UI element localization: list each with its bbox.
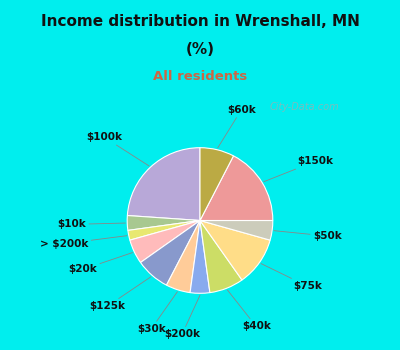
Wedge shape (127, 216, 200, 230)
Text: (%): (%) (186, 42, 214, 57)
Text: All residents: All residents (153, 70, 247, 83)
Text: $30k: $30k (137, 292, 178, 334)
Wedge shape (200, 220, 242, 293)
Text: $50k: $50k (274, 231, 342, 241)
Wedge shape (140, 220, 200, 285)
Wedge shape (127, 148, 200, 220)
Text: $40k: $40k (227, 290, 271, 331)
Text: $125k: $125k (89, 277, 151, 311)
Text: $60k: $60k (218, 105, 256, 148)
Wedge shape (130, 220, 200, 262)
Text: $100k: $100k (86, 132, 149, 166)
Text: $150k: $150k (264, 156, 333, 182)
Text: City-Data.com: City-Data.com (269, 102, 339, 112)
Wedge shape (166, 220, 200, 293)
Wedge shape (200, 220, 270, 280)
Wedge shape (128, 220, 200, 240)
Text: $20k: $20k (68, 253, 132, 274)
Wedge shape (200, 156, 273, 220)
Text: Income distribution in Wrenshall, MN: Income distribution in Wrenshall, MN (40, 14, 360, 29)
Text: $10k: $10k (58, 219, 125, 229)
Wedge shape (190, 220, 210, 293)
Text: $200k: $200k (164, 295, 200, 340)
Wedge shape (200, 220, 273, 240)
Text: > $200k: > $200k (40, 236, 127, 248)
Text: $75k: $75k (261, 264, 322, 291)
Wedge shape (200, 148, 234, 220)
